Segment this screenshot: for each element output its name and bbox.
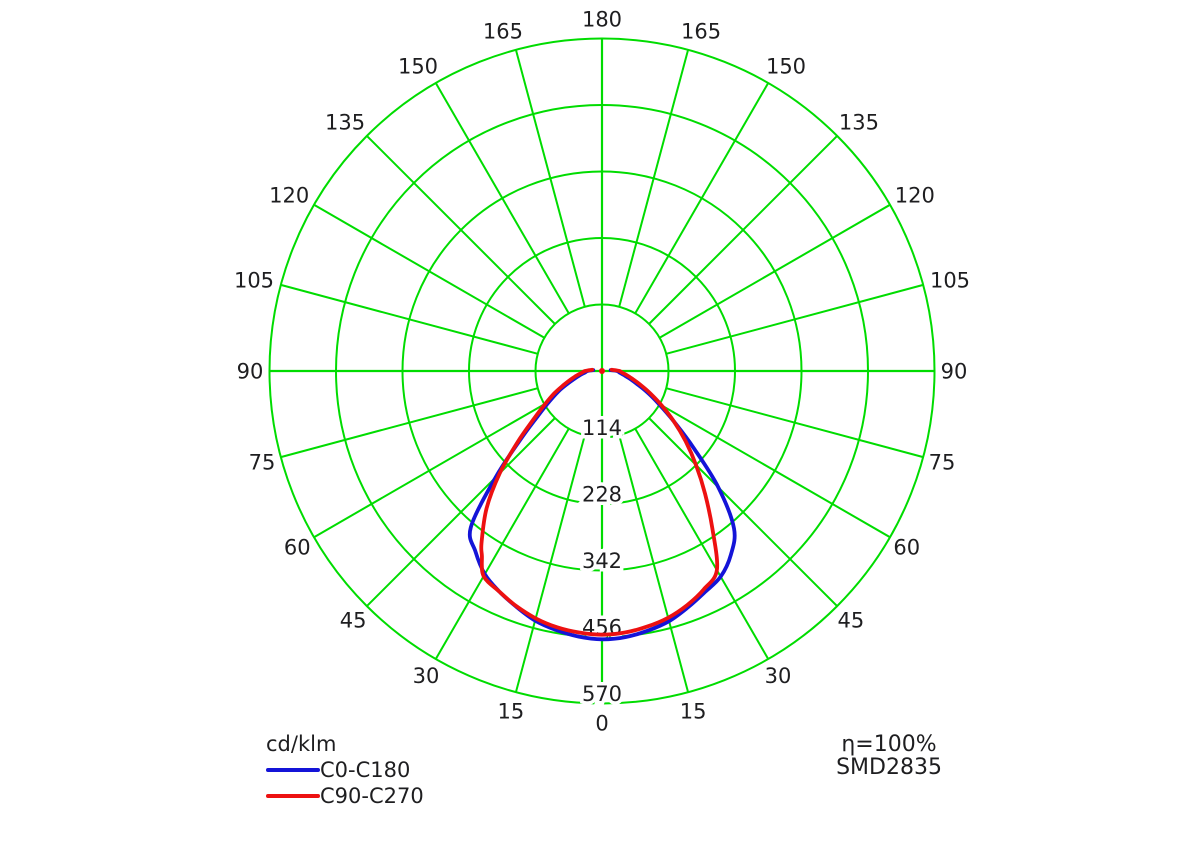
ring-value-label: 228 — [582, 482, 622, 506]
polar-grid-spoke — [665, 387, 924, 459]
unit-label: cd/klm — [266, 732, 337, 756]
polar-grid-spoke — [659, 203, 891, 339]
angle-label-120: 120 — [895, 183, 935, 207]
angle-label-165: 165 — [681, 19, 721, 43]
fixture-info: η=100% SMD2835 — [824, 733, 954, 779]
legend-item-c0-c180: C0-C180 — [266, 757, 424, 783]
polar-grid-spoke — [665, 283, 924, 355]
polar-grid-spoke — [648, 417, 838, 607]
angle-label-180: 180 — [582, 7, 622, 31]
polar-grid-spoke — [634, 428, 770, 660]
angle-label-165: 165 — [483, 19, 523, 43]
legend: cd/klm C0-C180 C90-C270 — [266, 731, 424, 809]
polar-grid-spoke — [659, 403, 891, 539]
polar-grid-spoke — [280, 387, 539, 459]
polar-grid-spoke — [634, 82, 770, 314]
angle-label-30: 30 — [413, 664, 440, 688]
angle-label-30: 30 — [765, 664, 792, 688]
legend-item-c90-c270: C90-C270 — [266, 783, 424, 809]
polar-grid-spoke — [366, 417, 556, 607]
ring-value-label: 114 — [582, 416, 622, 440]
angle-label-15: 15 — [498, 699, 525, 723]
angle-label-105: 105 — [930, 268, 970, 292]
angle-label-0: 0 — [595, 711, 608, 735]
angle-label-75: 75 — [249, 450, 276, 474]
angle-label-60: 60 — [893, 535, 920, 559]
angle-label-150: 150 — [766, 55, 806, 79]
angle-label-90: 90 — [941, 359, 968, 383]
c0-c180-label: C0-C180 — [320, 758, 411, 782]
angle-label-15: 15 — [680, 699, 707, 723]
center-dot — [599, 368, 605, 374]
curve-c90-c270 — [479, 367, 720, 637]
angle-label-45: 45 — [340, 608, 367, 632]
polar-grid-spoke — [618, 434, 690, 693]
polar-grid-spoke — [366, 135, 556, 325]
angle-label-135: 135 — [839, 110, 879, 134]
model-label: SMD2835 — [836, 755, 942, 780]
polar-grid-spoke — [648, 135, 838, 325]
c90-c270-line-swatch — [266, 794, 320, 798]
angle-label-120: 120 — [269, 183, 309, 207]
c90-c270-label: C90-C270 — [320, 784, 424, 808]
efficiency-label: η=100% — [841, 732, 937, 757]
angle-label-60: 60 — [284, 535, 311, 559]
polar-grid-spoke — [514, 49, 586, 308]
polar-grid-spoke — [618, 49, 690, 308]
polar-grid-spoke — [280, 283, 539, 355]
angle-label-90: 90 — [237, 359, 264, 383]
angle-label-150: 150 — [398, 55, 438, 79]
angle-label-135: 135 — [325, 110, 365, 134]
angle-label-45: 45 — [838, 608, 865, 632]
polar-grid-spoke — [313, 403, 545, 539]
polar-grid-spoke — [514, 434, 586, 693]
ring-value-label: 342 — [582, 549, 622, 573]
angle-label-75: 75 — [929, 450, 956, 474]
c0-c180-line-swatch — [266, 768, 320, 772]
polar-grid-spoke — [313, 203, 545, 339]
polar-grid-spoke — [434, 82, 570, 314]
ring-value-label: 570 — [582, 682, 622, 706]
angle-label-105: 105 — [234, 268, 274, 292]
polar-grid-spoke — [434, 428, 570, 660]
